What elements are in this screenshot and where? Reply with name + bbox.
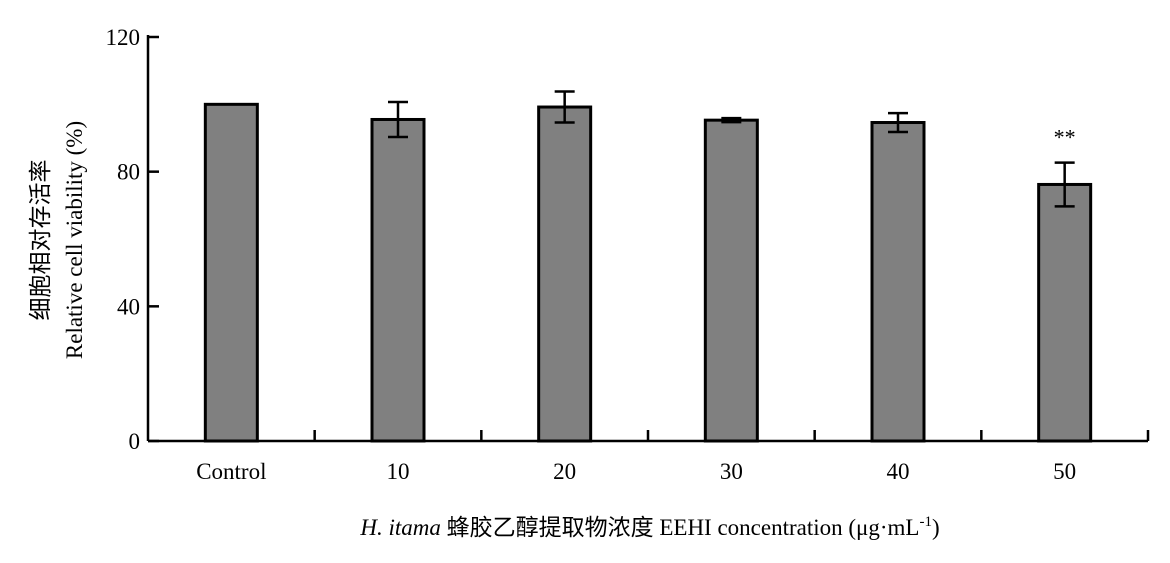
x-tick-label-30: 30 xyxy=(720,459,743,484)
x-tick-label-10: 10 xyxy=(387,459,410,484)
x-axis-label-italic: H. itama xyxy=(359,515,441,540)
y-tick-label-0: 0 xyxy=(129,429,141,454)
y-tick-label-40: 40 xyxy=(117,294,140,319)
x-axis-label: H. itama 蜂胶乙醇提取物浓度 EEHI concentration (μ… xyxy=(359,514,939,540)
axes-layer xyxy=(146,35,1150,443)
y-tick-label-80: 80 xyxy=(117,160,140,185)
bar-30 xyxy=(703,118,759,443)
y-axis-label: Relative cell viability (%) xyxy=(62,121,87,359)
x-tick-label-50: 50 xyxy=(1053,459,1076,484)
significance-annotation-50: ** xyxy=(1054,125,1076,150)
bar-50 xyxy=(1037,182,1093,443)
error-bars-layer xyxy=(388,90,1075,208)
y-axis-label-cn: 细胞相对存活率 xyxy=(28,160,53,321)
y-tick-label-120: 120 xyxy=(106,25,141,50)
x-axis-label-rest: 蜂胶乙醇提取物浓度 EEHI concentration (μg·mL xyxy=(447,515,920,540)
bars-layer xyxy=(203,102,1093,443)
x-axis-label-sup: -1 xyxy=(919,514,932,530)
bar-20 xyxy=(537,105,593,443)
bar-Control xyxy=(203,102,259,443)
x-axis-label-close: ) xyxy=(932,515,940,540)
x-tick-label-20: 20 xyxy=(553,459,576,484)
x-tick-label-40: 40 xyxy=(887,459,910,484)
labels-layer: Control 10 20 30 40 ** 50 0 40 80 120 xyxy=(106,25,1077,484)
bar-10 xyxy=(370,117,426,443)
x-tick-label-Control: Control xyxy=(196,459,266,484)
bar-40 xyxy=(870,121,926,443)
